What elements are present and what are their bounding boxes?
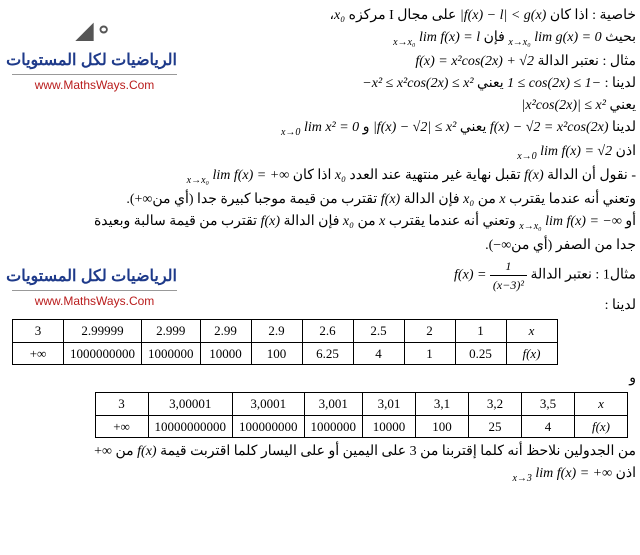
table-header-cell: 2.999 <box>142 320 201 343</box>
table-value-cell: 10000 <box>363 415 416 438</box>
table-header-cell: 3,00001 <box>148 393 233 416</box>
derivation: لدينا f(x) − √2 = x²cos(2x) يعني |f(x) −… <box>4 117 636 140</box>
table-value-cell: 4 <box>522 415 575 438</box>
compass-icon: ⚬◢ <box>12 13 177 49</box>
table-header-cell: 3,0001 <box>233 393 305 416</box>
table-value-cell: 4 <box>353 342 404 365</box>
table-header-cell: 2.99 <box>200 320 251 343</box>
final-conclusion: اذن x→3 lim f(x) = +∞ <box>4 463 636 486</box>
conclusion-1: اذن x→0 lim f(x) = √2 <box>4 141 636 164</box>
table-value-cell: 6.25 <box>302 342 353 365</box>
table-value-cell: 1 <box>404 342 455 365</box>
table-header-cell: 3 <box>95 393 148 416</box>
table-value-cell: 1000000000 <box>64 342 142 365</box>
table-value-cell: +∞ <box>13 342 64 365</box>
logo-top: ⚬◢ الرياضيات لكل المستويات www.MathsWays… <box>12 13 177 94</box>
table-value-cell: +∞ <box>95 415 148 438</box>
logo-arabic-2: الرياضيات لكل المستويات <box>12 265 177 291</box>
table-header-cell: 3,2 <box>469 393 522 416</box>
table-value-cell: 25 <box>469 415 522 438</box>
table-value-cell: 0.25 <box>455 342 506 365</box>
table-value-cell: 100 <box>416 415 469 438</box>
table-header-cell: x <box>575 393 628 416</box>
explanation-neg: أو x→x₀ lim f(x) = −∞ وتعني أنه عندما يق… <box>4 211 636 234</box>
table-header-cell: 2.6 <box>302 320 353 343</box>
table-header-cell: x <box>506 320 557 343</box>
table-value-cell: 1000000 <box>142 342 201 365</box>
table-header-cell: 2.9 <box>251 320 302 343</box>
observation: من الجدولين نلاحظ أنه كلما إقتربنا من 3 … <box>4 441 636 462</box>
table-left-approach: 32.999992.9992.992.92.62.521x +∞10000000… <box>12 319 558 365</box>
logo-arabic: الرياضيات لكل المستويات <box>12 49 177 75</box>
table-header-cell: 2.99999 <box>64 320 142 343</box>
table-header-cell: 2 <box>404 320 455 343</box>
logo-url: www.MathsWays.Com <box>12 76 177 94</box>
explanation-pos: وتعني أنه عندما يقترب x من x₀ فإن الدالة… <box>4 189 636 210</box>
table-value-cell: 100 <box>251 342 302 365</box>
table-header-cell: 3,1 <box>416 393 469 416</box>
and-label: و <box>4 368 636 389</box>
table-header-cell: 2.5 <box>353 320 404 343</box>
table-header-cell: 3 <box>13 320 64 343</box>
table-value-cell: f(x) <box>575 415 628 438</box>
table-header-cell: 3,001 <box>304 393 363 416</box>
inequality-2: يعني |x²cos(2x)| ≤ x² <box>4 95 636 116</box>
table-right-approach: 33,000013,00013,0013,013,13,23,5x +∞1000… <box>95 392 629 438</box>
table-value-cell: 1000000 <box>304 415 363 438</box>
logo-middle: الرياضيات لكل المستويات www.MathsWays.Co… <box>12 265 177 310</box>
table-value-cell: 100000000 <box>233 415 305 438</box>
table-header-cell: 1 <box>455 320 506 343</box>
logo-url-2: www.MathsWays.Com <box>12 292 177 310</box>
table-header-cell: 3,01 <box>363 393 416 416</box>
table-value-cell: 10000000000 <box>148 415 233 438</box>
table-value-cell: 10000 <box>200 342 251 365</box>
infinite-limit-def: - نقول أن الدالة f(x) تقبل نهاية غير منت… <box>4 165 636 188</box>
neg-continuation: جدا من الصفر (أي من∞−). <box>4 235 636 256</box>
table-value-cell: f(x) <box>506 342 557 365</box>
table-header-cell: 3,5 <box>522 393 575 416</box>
